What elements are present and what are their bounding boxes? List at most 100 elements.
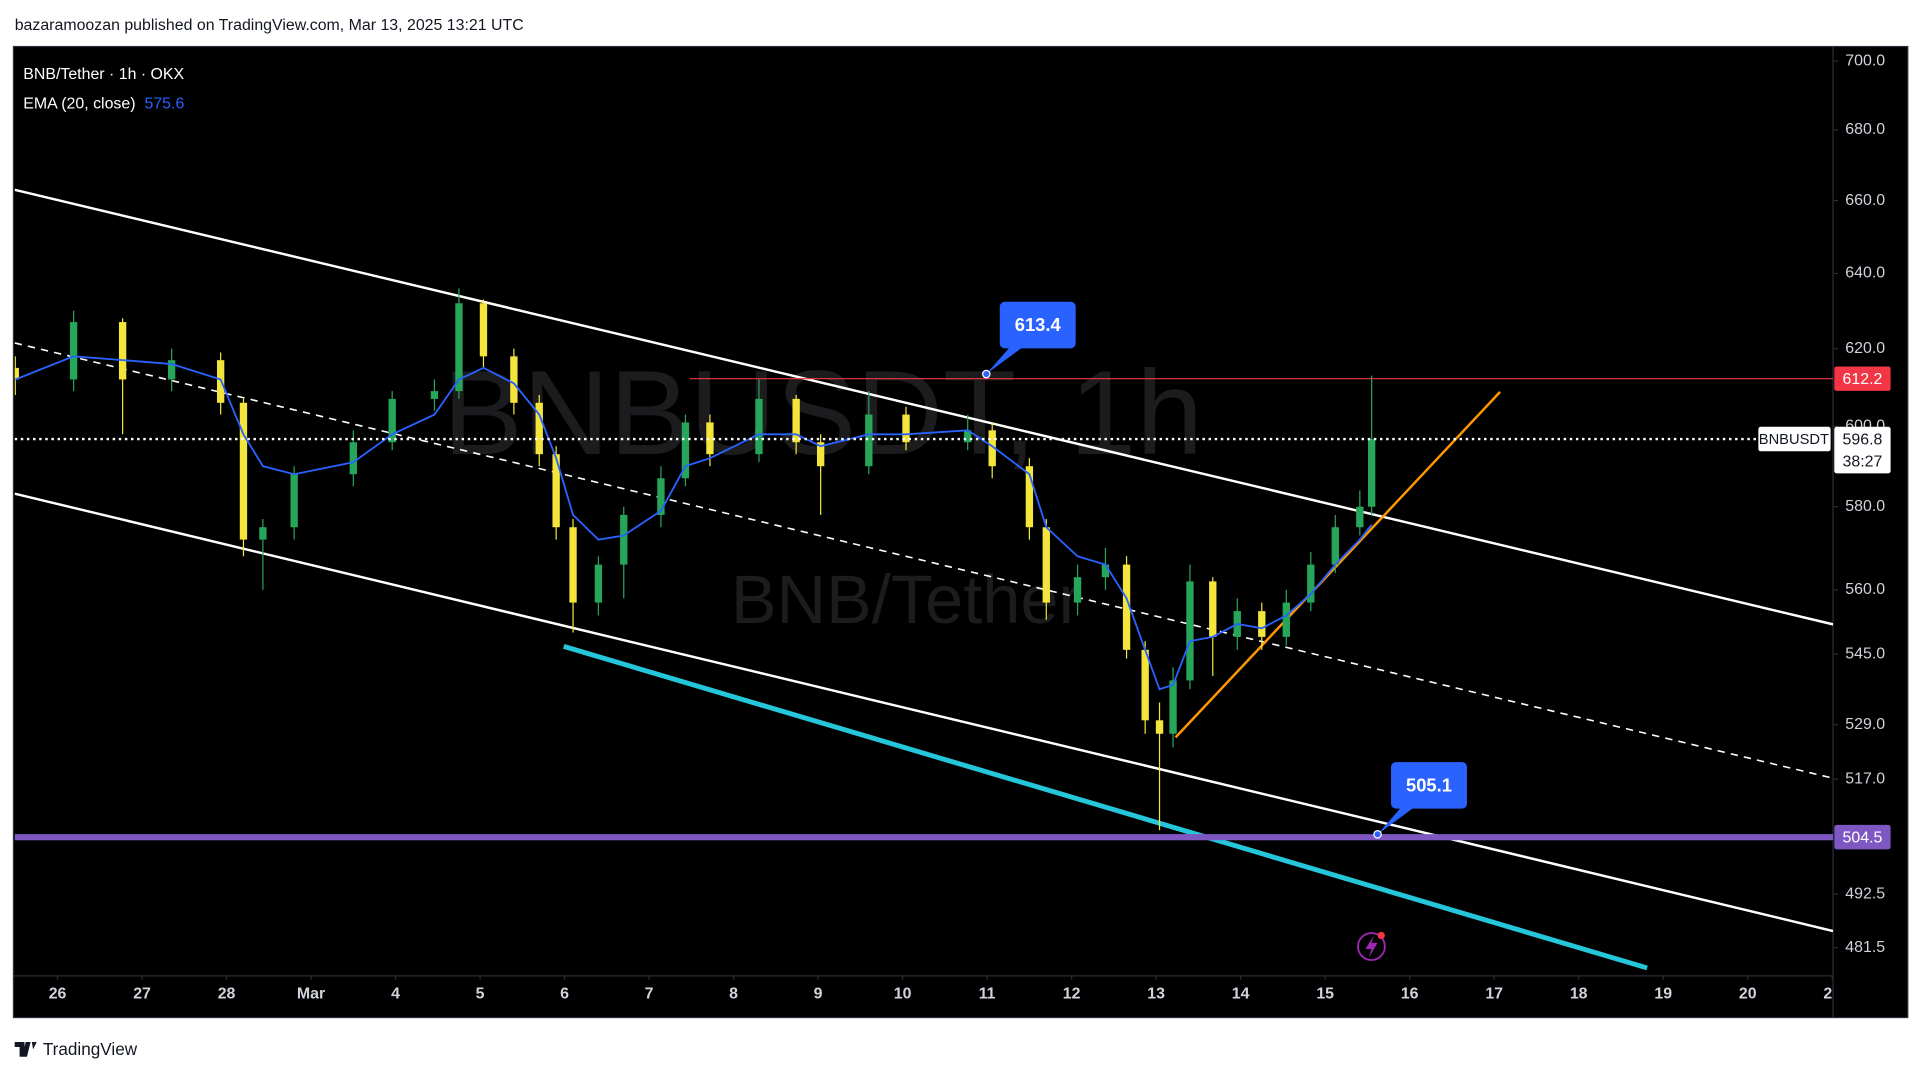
candle-body	[569, 527, 577, 603]
y-tick-label: 580.0	[1845, 498, 1885, 515]
plot-area: 613.4 505.1	[14, 188, 1834, 971]
x-tick-label: 7	[645, 985, 654, 1002]
y-tick-label: 560.0	[1845, 581, 1885, 598]
x-tick-label: 9	[814, 985, 823, 1002]
x-tick-label: Mar	[297, 985, 325, 1002]
candle-body	[259, 527, 267, 540]
candle-body	[1186, 581, 1194, 681]
candle-body	[1258, 611, 1266, 637]
y-tick-label: 660.0	[1845, 192, 1885, 209]
y-tick-label: 700.0	[1845, 52, 1885, 69]
watermark-name: BNB/Tether	[731, 561, 1082, 638]
candle-body	[964, 430, 972, 443]
candle-body	[1331, 527, 1339, 565]
candle-body	[657, 478, 665, 515]
y-tick-label: 545.0	[1845, 645, 1885, 662]
candle-body	[865, 414, 873, 467]
overlay: BNBUSDT 596.8 38:27	[1758, 426, 1891, 474]
callout-box	[999, 301, 1076, 349]
ema-line	[14, 355, 1373, 691]
candle-body	[1025, 466, 1034, 528]
price-line-label: 612.2	[1843, 371, 1883, 388]
trendline	[563, 644, 1648, 971]
x-tick-label: 8	[729, 985, 738, 1002]
trendline	[14, 342, 1834, 780]
candle-body	[1356, 506, 1364, 528]
callout-label: 613.4	[1015, 314, 1062, 335]
candle-body	[816, 442, 825, 467]
symbol-label-bg	[1758, 426, 1831, 452]
candle-body	[290, 474, 298, 528]
candle-body	[706, 422, 714, 455]
x-tick-label: 27	[133, 985, 151, 1002]
candle-body	[118, 322, 127, 380]
candle-body	[430, 391, 439, 399]
x-tick-label: 11	[979, 985, 996, 1002]
candle-body	[1155, 720, 1164, 734]
candle-body	[535, 402, 543, 455]
alert-icon[interactable]	[1357, 931, 1386, 961]
x-tick-label: 26	[49, 985, 67, 1002]
candle-body	[755, 398, 763, 455]
x-tick-label: 4	[391, 985, 400, 1002]
y-tick-label: 620.0	[1845, 340, 1885, 357]
candle-body	[552, 454, 560, 528]
callout-anchor	[1373, 830, 1382, 839]
y-tick-label: 492.5	[1845, 885, 1885, 902]
candle-body	[1101, 564, 1110, 578]
y-tick-label: 680.0	[1845, 121, 1885, 138]
x-tick-label: 20	[1739, 985, 1757, 1002]
candle-body	[1073, 577, 1082, 603]
candle-body	[1282, 602, 1290, 637]
candle-body	[167, 360, 176, 380]
legend-ema-name: EMA (20, close)	[23, 95, 135, 112]
x-tick-label: 5	[476, 985, 485, 1002]
price-line-label: 504.5	[1843, 830, 1883, 847]
candle-body	[902, 414, 910, 443]
y-tick-label: 640.0	[1845, 265, 1885, 282]
candle-body	[1141, 649, 1149, 721]
candle-body	[988, 430, 996, 467]
price-line-label-bg	[1834, 824, 1891, 850]
candle-body	[239, 402, 248, 540]
x-tick-label: 21	[1823, 985, 1841, 1002]
candle-body	[14, 367, 19, 380]
price-axis: 700.0680.0660.0640.0620.0600.0580.0560.0…	[1833, 52, 1891, 956]
trendline	[14, 492, 1834, 933]
last-price-label: 596.8	[1843, 431, 1883, 448]
candle-body	[388, 398, 396, 443]
brand: TradingView	[43, 1039, 138, 1059]
y-tick-label: 529.0	[1845, 716, 1885, 733]
callout-label: 505.1	[1406, 774, 1452, 795]
symbol-label: BNBUSDT	[1759, 432, 1829, 448]
candle-body	[479, 303, 488, 357]
trendline	[14, 188, 1834, 626]
candle-body	[455, 303, 463, 392]
callout-box	[1391, 762, 1467, 809]
x-tick-label: 13	[1147, 985, 1165, 1002]
x-tick-label: 28	[218, 985, 236, 1002]
x-tick-label: 10	[894, 985, 912, 1002]
candle-body	[510, 356, 518, 403]
price-line-label-bg	[1834, 366, 1891, 391]
candle-body	[1367, 439, 1376, 507]
countdown: 38:27	[1843, 454, 1883, 471]
x-tick-label: 16	[1401, 985, 1419, 1002]
candle-body	[620, 514, 628, 565]
candle-body	[1042, 527, 1050, 603]
candle-body	[1169, 680, 1177, 734]
candle-body	[1307, 564, 1315, 603]
y-tick-label: 517.0	[1845, 770, 1885, 787]
x-tick-label: 19	[1654, 985, 1672, 1002]
callout-anchor	[982, 369, 991, 379]
y-tick-label: 481.5	[1845, 939, 1885, 956]
x-tick-label: 14	[1232, 985, 1250, 1002]
candle-body	[1209, 581, 1217, 637]
legend-title: BNB/Tether · 1h · OKX	[23, 66, 184, 83]
candle-body	[681, 422, 690, 479]
attribution: bazaramoozan published on TradingView.co…	[15, 17, 524, 34]
x-tick-label: 6	[560, 985, 569, 1002]
x-tick-label: 15	[1316, 985, 1334, 1002]
